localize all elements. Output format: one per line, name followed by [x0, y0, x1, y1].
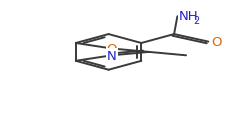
Text: NH: NH — [179, 10, 198, 22]
Text: N: N — [107, 49, 117, 62]
Text: 2: 2 — [193, 16, 200, 26]
Text: O: O — [211, 36, 221, 49]
Text: O: O — [107, 43, 117, 56]
